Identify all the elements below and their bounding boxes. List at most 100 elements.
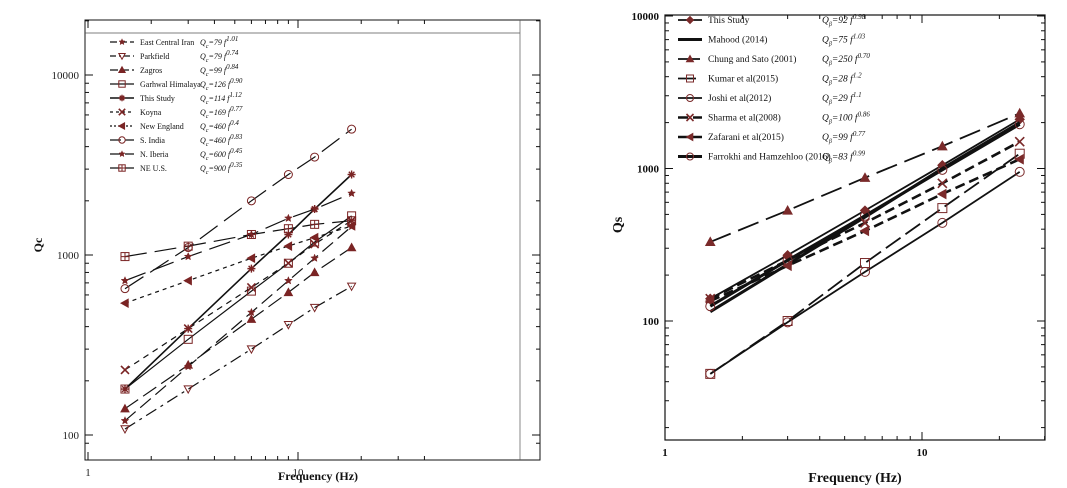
data-point-right-7-3: [937, 164, 948, 175]
data-point-left-9-1: [183, 241, 193, 251]
legend-formula-left-5: Qc=169 f0.77: [200, 105, 243, 120]
data-point-left-1-1: [183, 385, 194, 395]
data-point-left-4-2: [247, 264, 256, 273]
data-point-left-8-1: [183, 251, 193, 261]
legend-marker-left-2: [117, 65, 127, 74]
legend-marker-left-9: [118, 164, 126, 172]
data-point-left-1-5: [346, 282, 357, 292]
left-series-group: [119, 124, 357, 435]
series-line-right-7: [709, 123, 1021, 308]
legend-formula-right-0: Qβ=92 f0.98: [822, 13, 866, 28]
left-chart: 1 10 100 1000 10000 East Central Iran Qc=79 f…: [31, 19, 541, 483]
right-x-tick-label: 10: [917, 447, 929, 459]
legend-marker-right-2: [685, 54, 695, 63]
data-point-left-4-0: [120, 385, 129, 394]
legend-label-right-3: Kumar et al(2015): [708, 74, 778, 85]
data-point-right-6-4: [1014, 153, 1024, 165]
legend-formula-right-2: Qβ=250 f0.70: [822, 52, 870, 67]
legend-marker-right-5: [685, 113, 695, 122]
legend-formula-right-4: Qβ=29 f1.1: [822, 91, 862, 106]
series-line-left-8: [124, 192, 352, 282]
right-x-tick-label: 1: [662, 447, 668, 459]
data-point-left-6-3: [283, 241, 293, 251]
series-line-right-4: [709, 171, 1021, 375]
data-point-right-7-1: [782, 255, 793, 266]
data-point-left-8-3: [283, 213, 293, 223]
legend-marker-right-7: [686, 152, 694, 161]
data-point-left-9-2: [246, 229, 256, 239]
data-point-left-0-4: [310, 253, 320, 262]
data-point-right-5-2: [859, 217, 871, 228]
legend-formula-left-3: Qc=126 f0.90: [200, 77, 243, 92]
data-point-right-2-4: [1014, 107, 1026, 118]
series-line-left-9: [124, 220, 352, 258]
data-point-right-6-2: [859, 225, 870, 237]
series-line-left-5: [124, 220, 352, 371]
data-point-right-3-3: [937, 203, 948, 214]
legend-marker-left-1: [117, 52, 127, 61]
data-point-left-5-0: [120, 365, 130, 375]
data-point-right-5-3: [937, 178, 948, 189]
right-plot-frame: [664, 14, 1046, 441]
data-point-left-2-5: [346, 242, 357, 252]
data-point-left-1-4: [309, 303, 320, 313]
data-point-right-2-3: [937, 140, 948, 151]
data-point-right-4-0: [705, 368, 716, 379]
legend-formula-left-1: Qc=79 f0.74: [200, 49, 239, 64]
data-point-left-6-4: [309, 232, 319, 243]
data-point-right-6-0: [704, 295, 715, 307]
data-point-left-7-5: [347, 124, 357, 134]
legend-marker-left-5: [118, 108, 126, 116]
left-plot-frame: [84, 19, 541, 461]
legend-marker-right-3: [686, 74, 694, 83]
legend-marker-left-6: [117, 121, 126, 131]
legend-label-right-1: Mahood (2014): [708, 35, 767, 46]
legend-marker-right-6: [685, 132, 694, 142]
data-point-right-2-1: [782, 205, 793, 215]
left-x-tick-label: 1: [85, 467, 91, 479]
data-point-right-2-2: [859, 172, 871, 182]
data-point-right-4-1: [782, 317, 793, 328]
data-point-left-8-5: [347, 188, 357, 198]
data-point-left-0-0: [120, 416, 130, 425]
data-point-left-9-5: [347, 216, 357, 226]
right-y-axis-label: Qs: [611, 216, 626, 233]
legend-formula-right-5: Qβ=100 f0.86: [822, 111, 870, 126]
data-point-right-7-2: [859, 210, 870, 221]
data-point-left-7-0: [120, 284, 130, 294]
legend-formula-right-3: Qβ=28 f1.2: [822, 72, 862, 87]
legend-label-right-2: Chung and Sato (2001): [708, 54, 796, 65]
right-y-tick-label: 100: [643, 316, 660, 328]
right-y-tick-label: 1000: [637, 164, 660, 176]
legend-formula-left-4: Qc=114 f1.12: [200, 91, 242, 106]
legend-label-right-7: Farrokhi and Hamzehloo (2016): [708, 152, 831, 163]
legend-label-left-1: Parkfield: [140, 52, 169, 61]
data-point-left-2-4: [309, 267, 320, 277]
data-point-right-4-4: [1014, 166, 1025, 177]
data-point-left-6-1: [183, 275, 192, 286]
legend-formula-right-7: Qβ=83 f0.99: [822, 150, 866, 165]
legend-formula-right-6: Qβ=99 f0.77: [822, 130, 866, 145]
data-point-left-4-3: [284, 230, 293, 239]
left-axes: 1 10 100 1000 10000: [52, 20, 540, 479]
legend-marker-right-0: [685, 15, 695, 25]
data-point-left-8-4: [310, 204, 320, 213]
legend-label-right-0: This Study: [708, 16, 750, 26]
legend-label-left-6: New England: [140, 122, 184, 131]
right-y-tick-label: 10000: [632, 11, 660, 23]
right-legend: This Study Qβ=92 f0.98 Mahood (2014) Qβ=75 …: [678, 13, 870, 165]
legend-label-left-3: Garhwal Himalaya: [140, 80, 201, 89]
legend-marker-left-3: [118, 80, 126, 88]
series-line-right-3: [709, 152, 1021, 375]
left-x-axis-label: Frequency (Hz): [278, 469, 358, 483]
legend-formula-left-6: Qc=460 f0.4: [200, 119, 239, 134]
legend-label-right-4: Joshi et al(2012): [708, 93, 771, 104]
data-point-right-4-3: [937, 217, 948, 228]
data-point-left-2-0: [120, 403, 130, 413]
legend-label-left-5: Koyna: [140, 108, 162, 117]
left-y-tick-label: 10000: [52, 70, 80, 82]
data-point-right-4-2: [859, 266, 870, 277]
series-line-left-6: [124, 225, 352, 304]
data-point-left-1-0: [120, 425, 130, 435]
left-legend: East Central Iran Qc=79 f1.01 Parkfield Qc=…: [110, 35, 243, 176]
